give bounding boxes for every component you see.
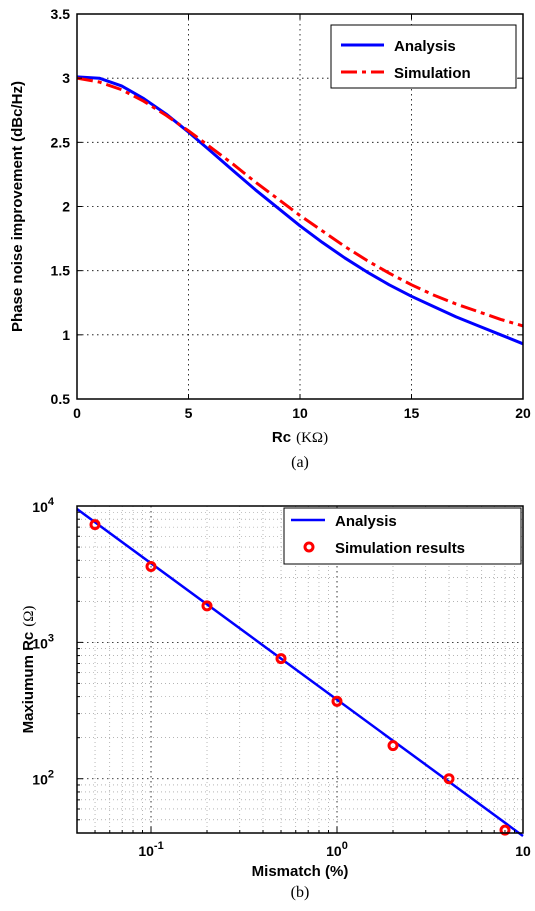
chart-b-y-axis-label: Maxiumum Rc (Ω) bbox=[20, 606, 37, 734]
chart-a-series bbox=[76, 75, 524, 346]
chart-b-x-tick-label: 100 bbox=[326, 840, 348, 859]
chart-b-simulation-point bbox=[387, 740, 399, 752]
chart-b-y-tick-label: 104 bbox=[32, 496, 55, 515]
chart-a-ticks: 0 5 10 15 20 0.5 1 1.5 2 2.5 3 3.5 bbox=[51, 6, 531, 421]
chart-a-x-tick-label: 0 bbox=[73, 405, 81, 421]
chart-b-caption: (b) bbox=[291, 884, 310, 901]
chart-b-simulation-point bbox=[145, 561, 157, 572]
chart-a-y-tick-label: 3 bbox=[62, 70, 70, 86]
legend-simulation-label: Simulation bbox=[394, 65, 471, 82]
chart-a-y-tick-label: 0.5 bbox=[51, 391, 71, 407]
chart-b-x-tick-exponent: -1 bbox=[154, 840, 164, 852]
chart-a-y-tick-label: 3.5 bbox=[51, 6, 71, 22]
chart-b-y-axis-label-main: Maxiumum Rc bbox=[20, 632, 37, 734]
chart-b-x-tick-label: 10 bbox=[515, 843, 531, 859]
legend-simulation-marker bbox=[303, 541, 315, 553]
chart-a-simulation-line bbox=[76, 76, 524, 328]
chart-a-y-tick-label: 1 bbox=[62, 327, 70, 343]
chart-b-x-axis-label: Mismatch (%) bbox=[252, 863, 349, 880]
chart-b-plot-frame bbox=[76, 505, 524, 834]
chart-a-y-tick-label: 2 bbox=[62, 199, 70, 215]
chart-a-x-tick-label: 20 bbox=[515, 405, 531, 421]
chart-a-y-tick-label: 2.5 bbox=[51, 134, 71, 150]
chart-a-x-tick-label: 15 bbox=[404, 405, 420, 421]
chart-b-series bbox=[76, 507, 524, 838]
chart-b-y-tick-label: 102 bbox=[32, 769, 54, 788]
chart-a-legend-box bbox=[330, 24, 517, 89]
chart-a-legend: Analysis Simulation bbox=[330, 24, 517, 89]
chart-a-x-tick-label: 10 bbox=[292, 405, 308, 421]
chart-b-grid bbox=[77, 506, 523, 833]
chart-a-y-axis-label: Phase noise improvement (dBc/Hz) bbox=[9, 81, 26, 332]
chart-a: 0 5 10 15 20 0.5 1 1.5 2 2.5 3 3.5 Analysis Simulat… bbox=[9, 6, 531, 471]
chart-b-simulation-point bbox=[331, 695, 343, 707]
legend-analysis-label: Analysis bbox=[394, 38, 456, 55]
chart-b-legend: Analysis Simulation results bbox=[283, 507, 522, 565]
chart-a-caption: (a) bbox=[291, 454, 309, 471]
chart-b-legend-box bbox=[283, 507, 522, 565]
chart-a-analysis-line bbox=[76, 75, 524, 346]
chart-b-simulation-point bbox=[275, 653, 287, 665]
chart-a-x-axis-label-main: Rc bbox=[272, 429, 291, 446]
chart-b-simulation-point bbox=[443, 773, 455, 785]
chart-a-x-axis-label-unit: (KΩ) bbox=[296, 430, 328, 446]
chart-b-simulation-point bbox=[89, 519, 101, 531]
chart-b-simulation-point bbox=[499, 824, 511, 836]
chart-b-y-axis-label-unit: (Ω) bbox=[21, 606, 37, 627]
chart-b-x-tick-label: 10-1 bbox=[138, 840, 163, 859]
legend-simulation-results-label: Simulation results bbox=[335, 540, 465, 557]
chart-a-x-tick-label: 5 bbox=[185, 405, 193, 421]
chart-a-x-axis-label: Rc (KΩ) bbox=[272, 429, 328, 446]
chart-a-grid bbox=[77, 14, 523, 399]
chart-b-x-tick-exponent: 0 bbox=[342, 840, 348, 852]
chart-b-y-tick-exponent: 2 bbox=[48, 769, 54, 781]
chart-b-y-tick-exponent: 3 bbox=[48, 632, 54, 644]
chart-b-simulation-point bbox=[201, 600, 213, 612]
chart-b-y-tick-exponent: 4 bbox=[48, 496, 55, 508]
legend-analysis-label: Analysis bbox=[335, 513, 397, 530]
chart-a-y-tick-label: 1.5 bbox=[51, 263, 71, 279]
